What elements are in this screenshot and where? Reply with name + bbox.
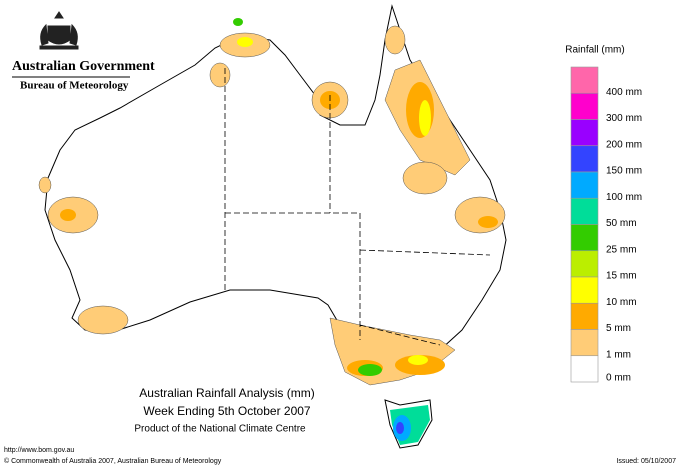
legend-swatch — [570, 250, 599, 278]
legend-label: 5 mm — [606, 323, 631, 334]
supporters — [40, 23, 78, 46]
url: http://www.bom.gov.au — [4, 447, 74, 454]
legend-label: 100 mm — [606, 192, 642, 203]
rain-10mm — [237, 37, 431, 365]
legend-swatch — [570, 119, 599, 147]
tasmania-rain — [390, 405, 430, 445]
legend-swatch — [570, 224, 599, 252]
legend-swatch — [570, 302, 599, 330]
legend-title: Rainfall (mm) — [565, 45, 624, 56]
legend-swatch — [570, 92, 599, 120]
legend-swatch — [570, 276, 599, 304]
legend-swatch — [570, 355, 599, 383]
legend-label: 150 mm — [606, 166, 642, 177]
legend-label: 10 mm — [606, 297, 637, 308]
issued-date: Issued: 05/10/2007 — [616, 458, 676, 465]
legend-swatch — [570, 197, 599, 225]
australia — [38, 4, 507, 449]
rain-25mm — [233, 18, 382, 376]
legend-label: 400 mm — [606, 87, 642, 98]
legend-label: 50 mm — [606, 218, 637, 229]
legend-swatch — [570, 171, 599, 199]
caption-line: Week Ending 5th October 2007 — [143, 404, 311, 418]
legend-label: 200 mm — [606, 139, 642, 150]
agency-name: Bureau of Meteorology — [20, 80, 129, 92]
legend-label: 15 mm — [606, 271, 637, 282]
legend-label: 0 mm — [606, 373, 631, 384]
motto-scroll — [39, 45, 79, 50]
caption-line: Product of the National Climate Centre — [134, 424, 306, 435]
state-borders — [224, 68, 491, 346]
legend-label: 300 mm — [606, 113, 642, 124]
legend-swatch — [570, 66, 599, 94]
caption-line: Australian Rainfall Analysis (mm) — [139, 386, 314, 400]
legend-swatch — [570, 329, 599, 357]
legend-swatch — [570, 145, 599, 173]
crest — [39, 11, 79, 50]
legend-label: 1 mm — [606, 349, 631, 360]
legend-label: 25 mm — [606, 244, 637, 255]
government-name: Australian Government — [12, 59, 155, 74]
copyright: © Commonwealth of Australia 2007, Austra… — [4, 457, 222, 465]
legend: 400 mm 300 mm 200 mm 150 mm 100 mm 50 mm 25 mm… — [570, 66, 642, 384]
